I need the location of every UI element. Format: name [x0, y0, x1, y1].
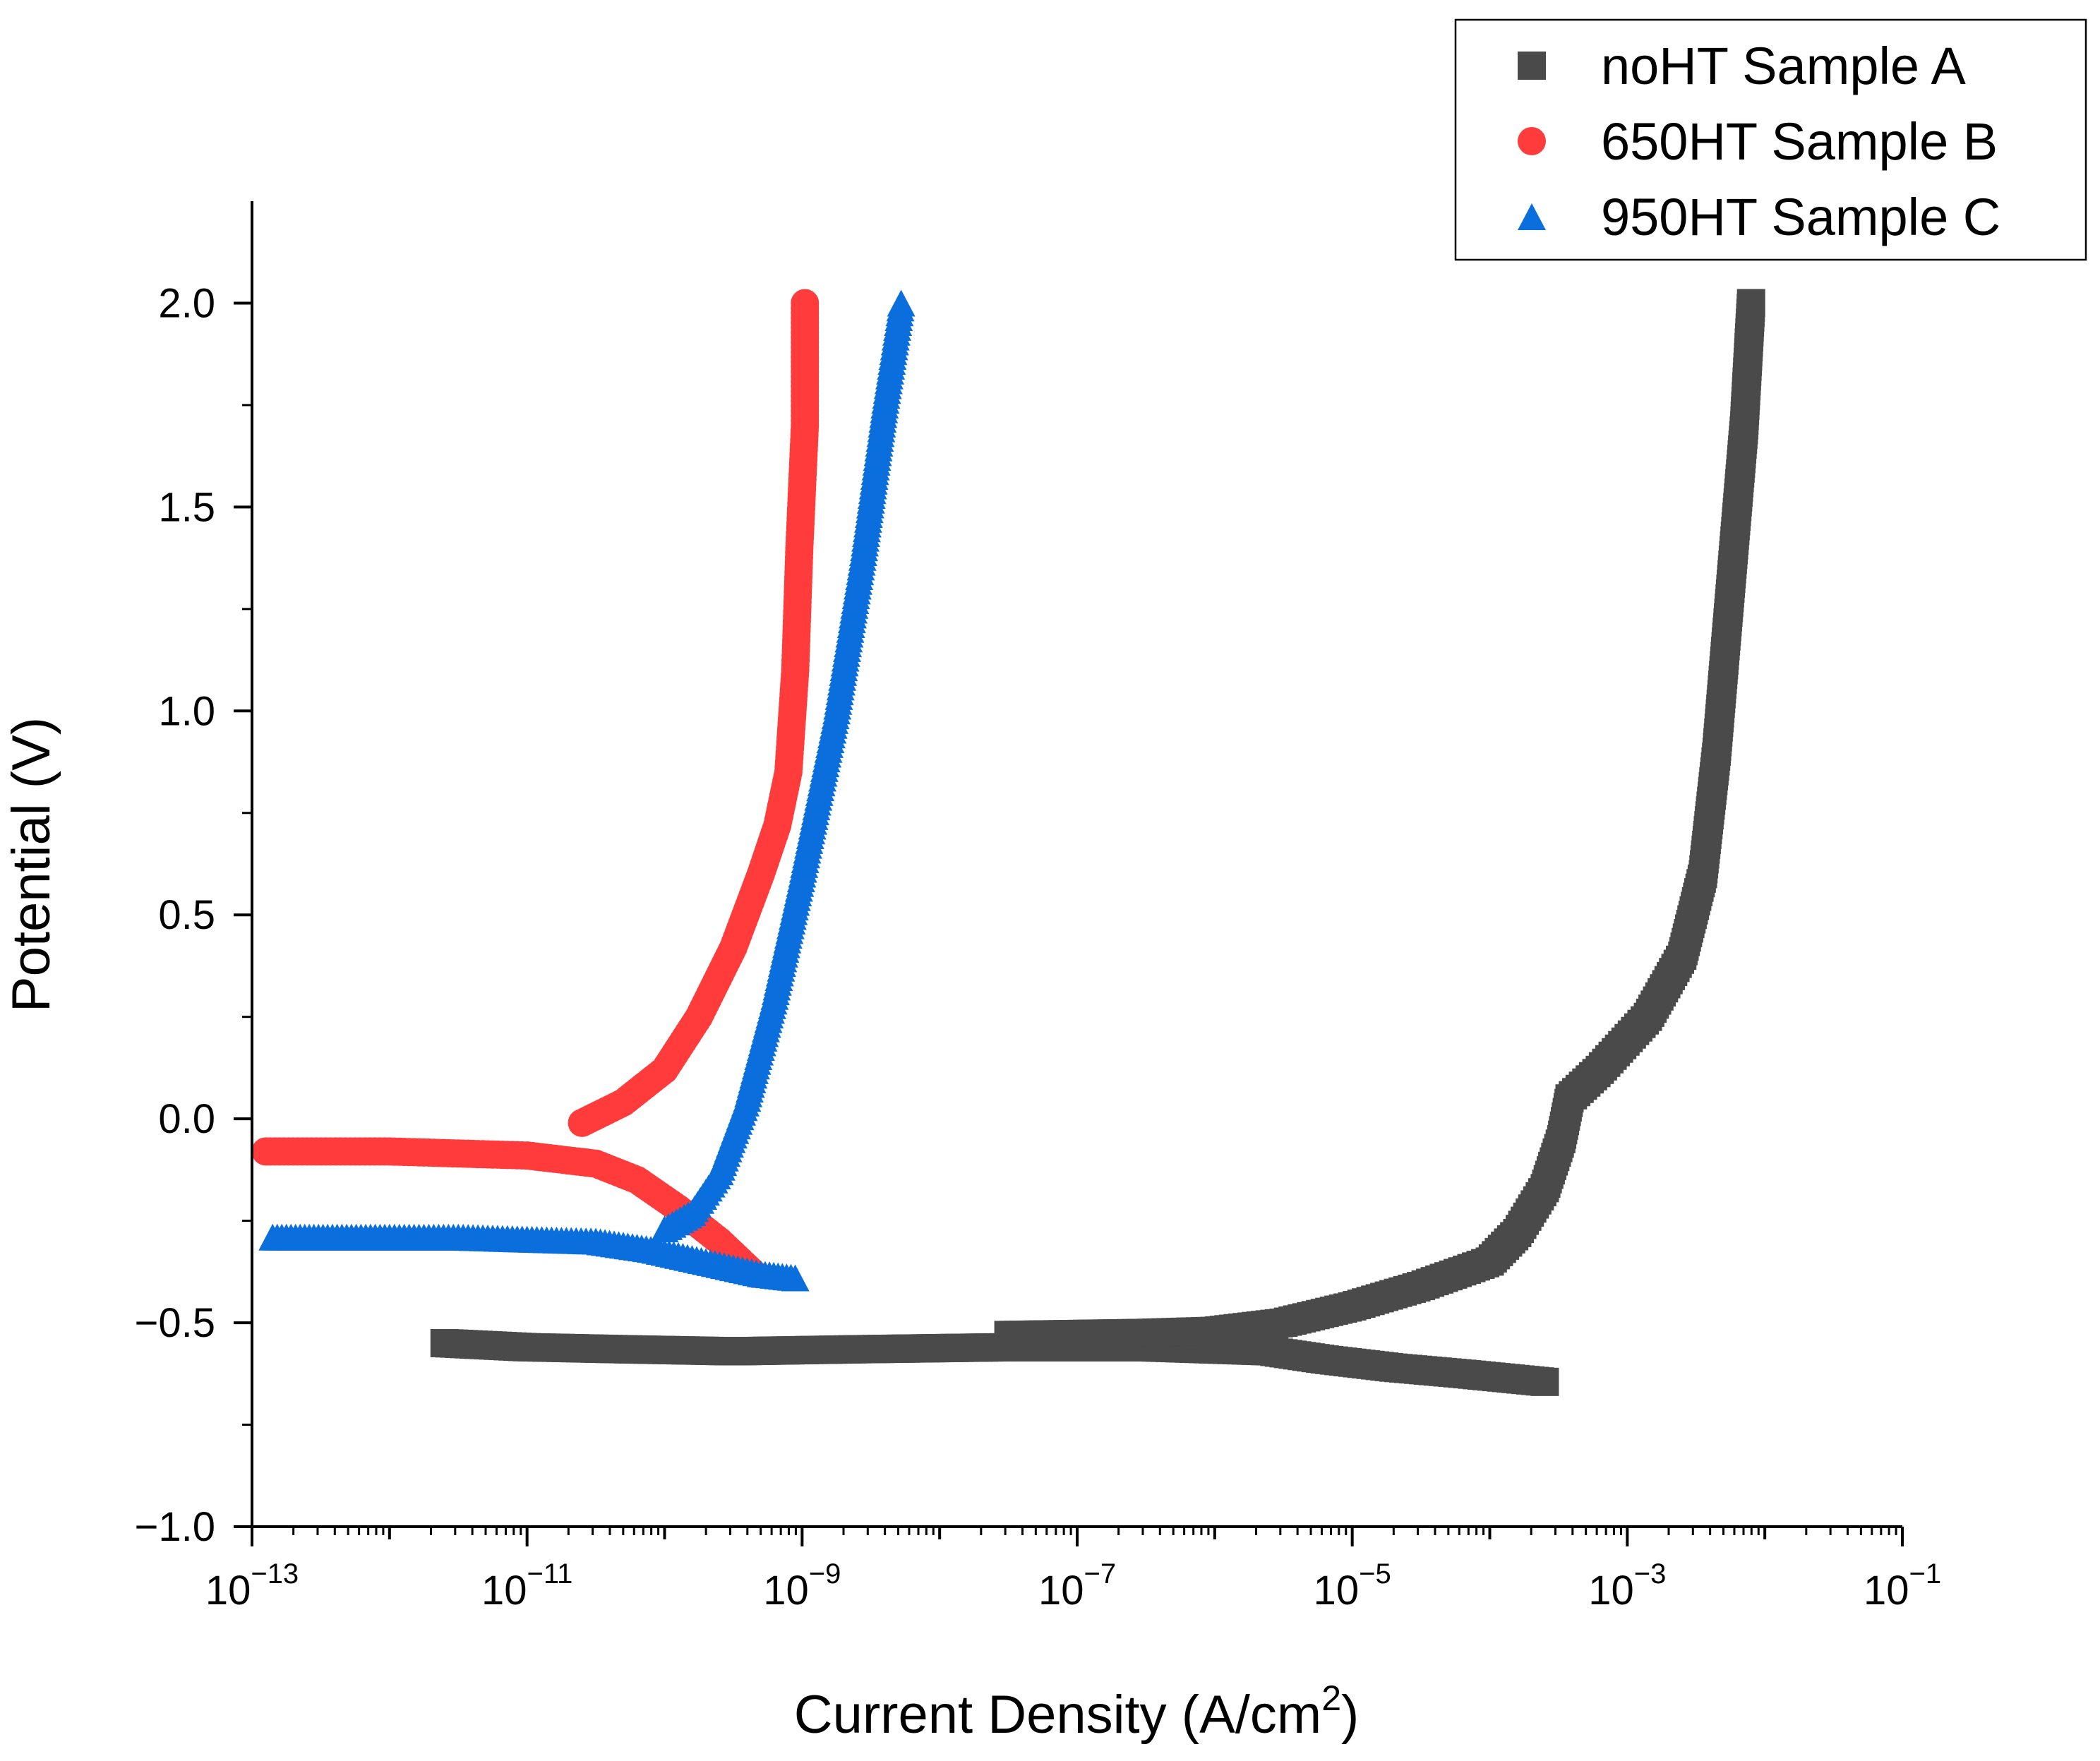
- x-tick-labels: 10−13 10−11 10−9 10−7 10−5 10−3 10−1: [205, 1558, 1941, 1613]
- x-axis-title-sup: 2: [1321, 1678, 1341, 1718]
- y-tick-label: 1.0: [158, 688, 215, 734]
- x-tick-label: 10−5: [1314, 1558, 1391, 1613]
- x-tick-label: 10−11: [481, 1558, 572, 1613]
- y-tick-label: −1.0: [135, 1504, 216, 1550]
- y-tick-label: 0.5: [158, 892, 215, 938]
- x-tick-label: 10−7: [1038, 1558, 1116, 1613]
- data-point: [1530, 1367, 1559, 1396]
- legend-item: 650HT Sample B: [1518, 112, 1998, 171]
- legend-label: noHT Sample A: [1601, 37, 1967, 95]
- legend-item: 950HT Sample C: [1518, 188, 2000, 246]
- data-point: [791, 289, 820, 318]
- y-tick-label: 2.0: [158, 280, 215, 326]
- data-point: [887, 289, 916, 317]
- data-point: [1736, 289, 1765, 318]
- y-axis-title: Potential (V): [1, 717, 61, 1012]
- series-0: [430, 289, 1765, 1396]
- y-tick-label: 0.0: [158, 1096, 215, 1142]
- legend-marker: [1518, 203, 1546, 230]
- x-tick-label: 10−1: [1864, 1558, 1941, 1613]
- x-tick-label: 10−13: [205, 1558, 299, 1613]
- legend-marker: [1518, 52, 1546, 80]
- data-point: [781, 1264, 810, 1292]
- x-axis-title-suffix: ): [1341, 1685, 1359, 1745]
- series-1: [251, 289, 820, 1288]
- legend: noHT Sample A 650HT Sample B 950HT Sample …: [1454, 18, 2087, 261]
- legend-label: 950HT Sample C: [1601, 188, 2000, 246]
- legend-item: noHT Sample A: [1518, 37, 1967, 95]
- y-tick-labels: −1.0 −0.5 0.0 0.5 1.0 1.5 2.0: [135, 280, 216, 1550]
- x-tick-label: 10−9: [763, 1558, 841, 1613]
- y-tick-label: −0.5: [135, 1300, 216, 1346]
- series-layer: [251, 289, 1765, 1396]
- legend-label: 650HT Sample B: [1601, 112, 1998, 171]
- legend-box: [1454, 18, 2087, 261]
- y-minor-ticks: [242, 404, 252, 1426]
- x-axis-title: Current Density (A/cm2): [794, 1678, 1360, 1745]
- y-tick-label: 1.5: [158, 484, 215, 530]
- x-axis-title-main: Current Density (A/cm: [794, 1685, 1322, 1745]
- series-2: [258, 289, 916, 1292]
- legend-marker: [1518, 127, 1546, 155]
- x-tick-label: 10−3: [1588, 1558, 1666, 1613]
- major-ticks: [234, 301, 1904, 1546]
